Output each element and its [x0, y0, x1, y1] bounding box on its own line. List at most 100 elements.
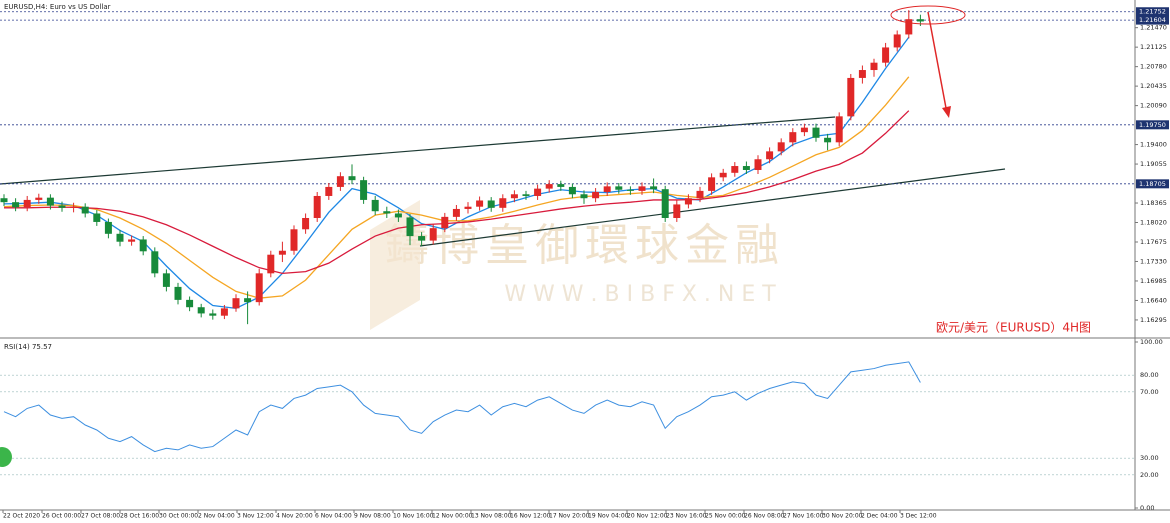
highlight-ellipse	[890, 5, 966, 25]
candle-body	[267, 254, 275, 274]
price-label: 1.21752	[1139, 8, 1166, 16]
candle-body	[278, 250, 286, 255]
annotation: 欧元/美元（EURUSD）4H图	[936, 321, 1091, 335]
x-tick-label: 26 Oct 00:00	[42, 513, 81, 520]
candle-body	[197, 307, 205, 314]
candle-body	[522, 194, 530, 196]
rsi-tick-label: 70.00	[1140, 388, 1159, 396]
rsi-tick-label: 20.00	[1140, 471, 1159, 479]
candle-body	[313, 195, 321, 218]
candle-body	[916, 19, 924, 22]
candle-body	[12, 202, 20, 208]
candle-body	[0, 198, 8, 203]
candle-body	[232, 298, 240, 309]
candle-body	[452, 208, 460, 217]
candle-body	[336, 176, 344, 187]
candle-body	[151, 251, 159, 274]
candle-body	[557, 184, 565, 187]
candle-body	[824, 137, 832, 143]
candle-body	[673, 204, 681, 218]
candle-body	[255, 273, 263, 303]
rsi-title: RSI(14) 75.57	[4, 343, 52, 351]
price-label-box	[1136, 179, 1169, 189]
side-button[interactable]	[0, 447, 12, 467]
candle-body	[487, 200, 495, 208]
candle-body	[835, 116, 843, 143]
moving-average	[4, 110, 910, 274]
candle-body	[510, 194, 518, 199]
x-tick-label: 16 Nov 12:00	[510, 513, 551, 520]
candle-body	[93, 213, 101, 222]
candle-body	[429, 228, 437, 241]
candle-body	[186, 299, 194, 308]
y-tick-label: 1.20780	[1140, 63, 1167, 71]
y-tick-label: 1.17675	[1140, 238, 1167, 246]
price-label: 1.21604	[1139, 16, 1166, 24]
candle-body	[360, 180, 368, 200]
x-tick-label: 2 Dec 04:00	[861, 513, 898, 520]
candle-body	[708, 177, 716, 191]
candle-body	[406, 217, 414, 237]
candle-body	[754, 159, 762, 170]
x-tick-label: 30 Nov 20:00	[822, 513, 863, 520]
x-tick-label: 27 Oct 08:00	[81, 513, 120, 520]
price-label-box	[1136, 7, 1169, 17]
candle-body	[615, 186, 623, 190]
watermark: 鑄博皇御環球金融	[385, 220, 785, 271]
rsi-tick-label: 80.00	[1140, 371, 1159, 379]
candle-body	[684, 198, 692, 205]
candle-body	[104, 221, 112, 234]
x-tick-label: 12 Nov 00:00	[432, 513, 473, 520]
arrow-head	[942, 106, 951, 118]
rsi-tick-label: 0.00	[1140, 504, 1154, 512]
candle-body	[162, 273, 170, 287]
candle-body	[116, 233, 124, 242]
y-tick-label: 1.18365	[1140, 199, 1167, 207]
candle-body	[545, 184, 553, 189]
candle-body	[220, 308, 228, 316]
candle-body	[789, 132, 797, 143]
candle-body	[139, 239, 147, 252]
candle-body	[325, 186, 333, 196]
candle-body	[812, 127, 820, 138]
candle-body	[766, 151, 774, 160]
candle-body	[696, 190, 704, 199]
y-tick-label: 1.16640	[1140, 296, 1167, 304]
y-tick-label: 1.17330	[1140, 257, 1167, 265]
x-tick-label: 20 Nov 12:00	[627, 513, 668, 520]
x-tick-label: 23 Nov 16:00	[666, 513, 707, 520]
candle-body	[23, 199, 31, 208]
candle-body	[893, 34, 901, 48]
candle-body	[905, 19, 913, 35]
price-label-box	[1136, 120, 1169, 130]
y-tick-label: 1.20090	[1140, 102, 1167, 110]
candle-body	[592, 192, 600, 199]
x-tick-label: 27 Nov 16:00	[783, 513, 824, 520]
x-tick-label: 10 Nov 16:00	[393, 513, 434, 520]
candle-body	[383, 211, 391, 214]
candle-body	[371, 199, 379, 212]
candle-body	[870, 62, 878, 71]
trend-line-lower	[419, 168, 1006, 247]
x-tick-label: 13 Nov 08:00	[471, 513, 512, 520]
candle-body	[58, 205, 66, 208]
rsi-tick-label: 30.00	[1140, 454, 1159, 462]
arrow-shaft	[927, 11, 947, 109]
candle-body	[580, 194, 588, 199]
candle-body	[35, 197, 43, 200]
candle-body	[777, 142, 785, 152]
candle-body	[81, 206, 89, 214]
chart-title: EURUSD,H4: Euro vs US Dollar	[4, 3, 111, 11]
candle-body	[603, 186, 611, 193]
x-tick-label: 19 Nov 04:00	[588, 513, 629, 520]
candle-body	[858, 70, 866, 78]
candle-body	[742, 166, 750, 170]
price-label-box	[1136, 15, 1169, 25]
candle-body	[394, 213, 402, 218]
candle-body	[847, 77, 855, 117]
candle-body	[244, 298, 252, 303]
candle-body	[418, 236, 426, 241]
candle-body	[464, 206, 472, 209]
x-tick-label: 17 Nov 20:00	[549, 513, 590, 520]
